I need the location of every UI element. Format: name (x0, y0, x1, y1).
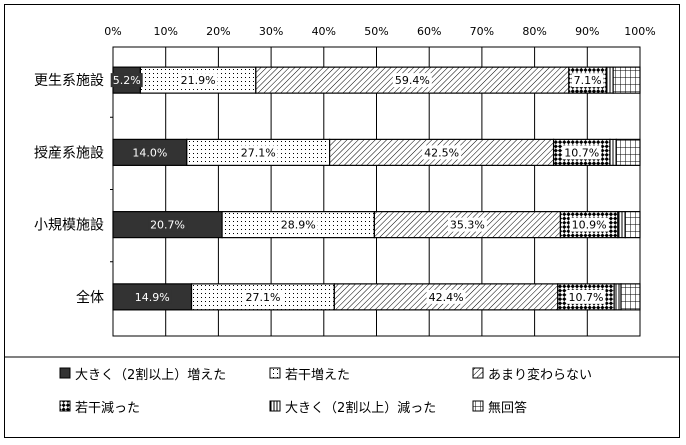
x-tick-label: 0% (104, 25, 121, 38)
data-label: 21.9% (181, 74, 216, 87)
data-label-bg (569, 217, 609, 232)
data-label: 28.9% (281, 219, 316, 232)
x-tick-label: 70% (470, 25, 494, 38)
data-label-bg (130, 145, 170, 160)
category-label: 小規模施設 (34, 218, 104, 234)
data-label: 42.4% (429, 291, 464, 304)
bars (112, 66, 641, 311)
data-label-bg (566, 289, 606, 304)
x-tick-labels: 0% 10% 20% 30% 40% 50% 60% 70% 80% 90% 100% (104, 25, 655, 38)
category-label: 更生系施設 (34, 73, 104, 89)
x-tick-label: 10% (153, 25, 177, 38)
data-label: 27.1% (245, 291, 280, 304)
data-label: 14.9% (135, 291, 170, 304)
data-label-bg (238, 145, 278, 160)
legend-swatch (472, 367, 484, 379)
bar-segment (620, 283, 641, 311)
bar-segment (615, 138, 641, 166)
legend-swatch (269, 367, 281, 379)
legend-label: 大きく（2割以上）増えた (75, 367, 226, 383)
category-label: 授産系施設 (34, 145, 104, 161)
legend-label: 大きく（2割以上）減った (285, 400, 436, 416)
data-label-bg (426, 289, 466, 304)
data-label: 10.9% (572, 219, 607, 232)
bar-segment (613, 283, 622, 311)
x-tick-label: 20% (206, 25, 230, 38)
data-label-bg (148, 217, 188, 232)
data-label: 27.1% (241, 146, 276, 159)
data-label-bg (278, 217, 318, 232)
plot-border (112, 46, 641, 337)
x-tick-label: 100% (624, 25, 655, 38)
legend-label: 若干減った (75, 400, 140, 416)
data-label-bg (110, 73, 143, 88)
legend-label: あまり変わらない (488, 367, 592, 383)
legend-swatch (472, 400, 484, 412)
bar-segment (612, 66, 641, 94)
data-label: 20.7% (150, 219, 185, 232)
data-label: 35.3% (450, 219, 485, 232)
data-label-bg (447, 217, 487, 232)
data-label-bg (571, 73, 604, 88)
legend-swatch (59, 400, 71, 412)
legend-label: 無回答 (488, 400, 527, 416)
data-label-bg (562, 145, 602, 160)
data-label: 7.1% (574, 74, 602, 87)
bar-segment (609, 138, 617, 166)
data-label-bg (243, 289, 283, 304)
bar-segment (624, 211, 641, 239)
legend-swatch (59, 367, 71, 379)
data-label: 14.0% (132, 146, 167, 159)
data-label-bg (178, 73, 218, 88)
data-label: 59.4% (395, 74, 430, 87)
data-label: 10.7% (564, 146, 599, 159)
data-label: 10.7% (569, 291, 604, 304)
category-label: 全体 (76, 289, 104, 306)
x-tick-label: 30% (259, 25, 283, 38)
data-labels: 5.2% 21.9% 59.4% 7.1% 14.0% 27.1% 42.5% 10.7% 20… (110, 73, 609, 304)
x-tick-label: 50% (364, 25, 388, 38)
data-label: 42.5% (424, 146, 459, 159)
x-tick-label: 80% (522, 25, 546, 38)
data-label-bg (422, 145, 462, 160)
bar-segment (617, 211, 626, 239)
x-tick-label: 60% (417, 25, 441, 38)
bar-segment (605, 66, 614, 94)
data-label-bg (392, 73, 432, 88)
data-label-bg (132, 289, 172, 304)
legend-swatch (269, 400, 281, 412)
legend-label: 若干増えた (285, 367, 350, 383)
x-tick-label: 40% (312, 25, 336, 38)
x-tick-label: 90% (575, 25, 599, 38)
chart-frame (4, 4, 680, 438)
data-label: 5.2% (113, 74, 141, 87)
